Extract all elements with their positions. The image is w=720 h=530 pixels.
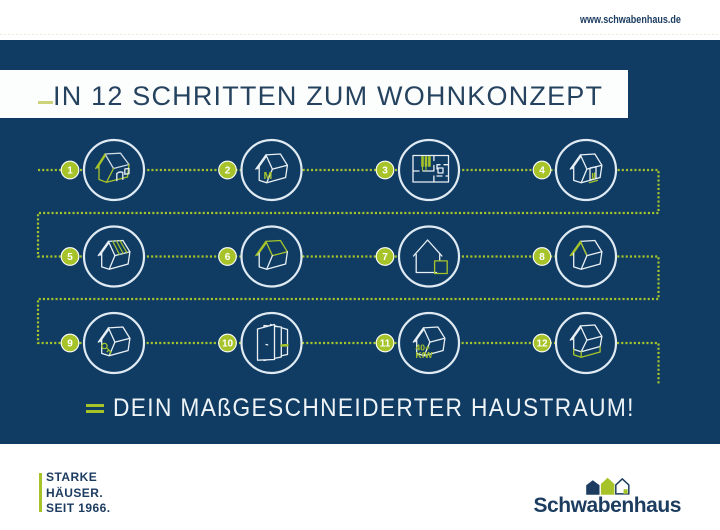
- svg-text:11: 11: [380, 339, 391, 350]
- svg-text:6: 6: [225, 252, 231, 263]
- svg-text:9: 9: [67, 339, 73, 350]
- svg-text:1: 1: [67, 166, 73, 177]
- svg-text:7: 7: [382, 252, 388, 263]
- svg-text:M: M: [264, 170, 273, 182]
- svg-text:3: 3: [382, 166, 388, 177]
- svg-text:KfW: KfW: [416, 350, 434, 360]
- svg-text:8: 8: [539, 252, 545, 263]
- svg-text:2: 2: [225, 166, 231, 177]
- svg-text:12: 12: [536, 339, 548, 350]
- svg-text:40+: 40+: [416, 342, 430, 352]
- svg-text:5: 5: [67, 252, 73, 263]
- svg-text:4: 4: [539, 166, 545, 177]
- svg-text:10: 10: [222, 339, 234, 350]
